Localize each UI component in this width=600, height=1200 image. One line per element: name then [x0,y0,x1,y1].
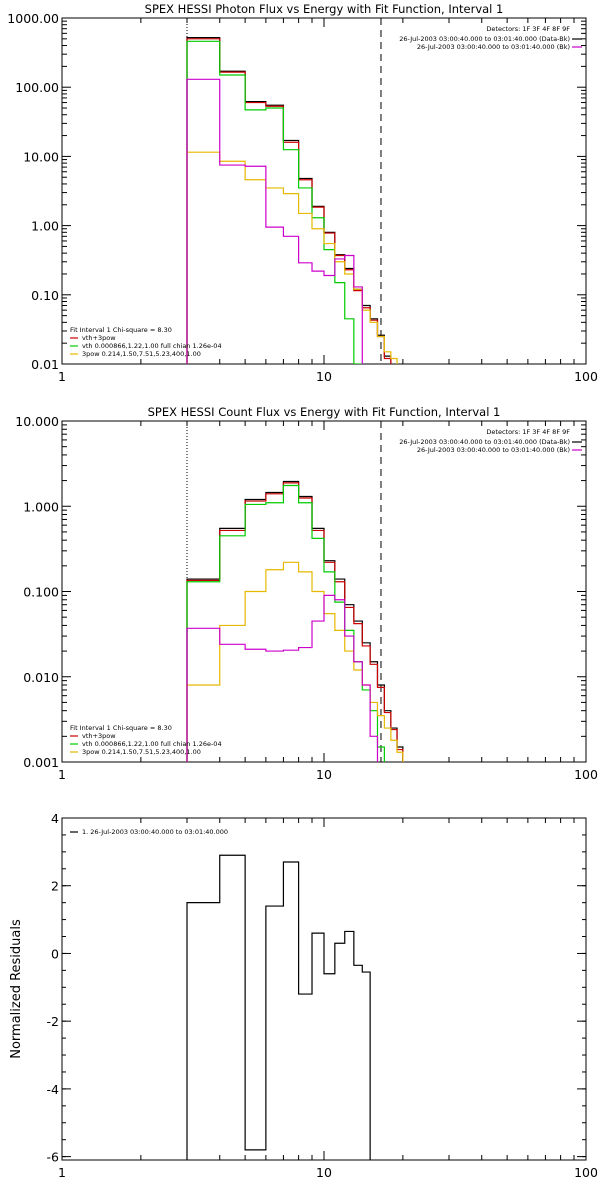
residuals-panel: 1 10 100 -6 -4 -2 0 2 4 Normalized Residuals 1. 26… [9,811,598,1180]
y-tick-label: 0.10 [31,288,59,303]
series-1 [186,854,371,1160]
x-tick-label: 100 [574,767,598,782]
series-vth [186,40,363,364]
series-group [186,854,371,1160]
series-bk [186,594,379,762]
legend-left-entry: vth+3pow [82,334,116,342]
photon-flux-panel: SPEX HESSI Photon Flux vs Energy with Fi… [7,2,598,384]
x-tick-label: 100 [574,1165,598,1180]
series-group [186,37,398,364]
y-tick-label: 0.01 [31,357,59,372]
y-tick-label: 100.00 [15,80,59,95]
legend-left-entry: 3pow 0.214,1.50,7.51,5.23,400,1.00 [82,350,201,358]
y-tick-label: 2 [51,879,59,894]
legend-left-entry: vth+3pow [82,732,116,740]
y-tick-label: 1.000 [23,499,59,514]
x-tick-label: 100 [574,369,598,384]
series-3pow [186,151,398,364]
y-tick-label: 0.010 [23,670,59,685]
legend-right-header: Detectors: 1F 3F 4F 8F 9F [486,25,570,33]
x-tick-label: 10 [316,767,332,782]
legend-right-entry: 26-Jul-2003 03:00:40.000 to 03:01:40.000… [417,446,570,454]
y-tick-label: -4 [47,1082,60,1097]
x-tick-label: 10 [316,1165,332,1180]
legend-right-header: Detectors: 1F 3F 4F 8F 9F [486,428,570,436]
y-tick-label: 10.00 [23,149,59,164]
y-axis-label: Normalized Residuals [9,919,24,1059]
x-tick-label: 1 [58,369,66,384]
legend-right-entry: 26-Jul-2003 03:00:40.000 to 03:01:40.000… [399,438,570,446]
y-tick-label: 10.000 [15,414,59,429]
series-3pow [186,561,404,762]
count-flux-panel: SPEX HESSI Count Flux vs Energy with Fit… [15,405,598,782]
legend-left-entry: 1. 26-Jul-2003 03:00:40.000 to 03:01:40.… [82,828,228,836]
legend-right-entry: 26-Jul-2003 03:00:40.000 to 03:01:40.000… [399,35,570,43]
chart-title: SPEX HESSI Count Flux vs Energy with Fit… [148,405,501,419]
y-tick-label: 1000.00 [7,11,59,26]
y-tick-label: 0 [51,946,59,961]
legend-left-entry: vth 0.000866,1.22,1.00 full chian 1.26e-… [82,342,222,350]
y-tick-label: 1.00 [31,219,59,234]
x-tick-label: 10 [316,369,332,384]
x-tick-label: 1 [58,1165,66,1180]
series-data-bk [186,37,392,364]
legend-left-entry: vth 0.000866,1.22,1.00 full chian 1.26e-… [82,740,222,748]
series-data-bk [186,480,404,762]
legend-left-header: Fit Interval 1 Chi-square = 8.30 [70,724,172,732]
series-vth-3pow [186,482,404,762]
chart-title: SPEX HESSI Photon Flux vs Energy with Fi… [145,2,504,16]
legend-right-entry: 26-Jul-2003 03:00:40.000 to 03:01:40.000… [417,43,570,51]
series-group [186,480,404,762]
legend-left-header: Fit Interval 1 Chi-square = 8.30 [70,326,172,334]
y-tick-label: 0.100 [23,585,59,600]
y-tick-label: -6 [47,1150,60,1165]
x-tick-label: 1 [58,767,66,782]
series-bk [186,78,363,364]
series-vth-3pow [186,38,392,364]
legend-left-entry: 3pow 0.214,1.50,7.51,5.23,400,1.00 [82,748,201,756]
y-tick-label: 4 [51,811,59,826]
y-tick-label: 0.001 [23,755,59,770]
y-tick-label: -2 [47,1014,59,1029]
